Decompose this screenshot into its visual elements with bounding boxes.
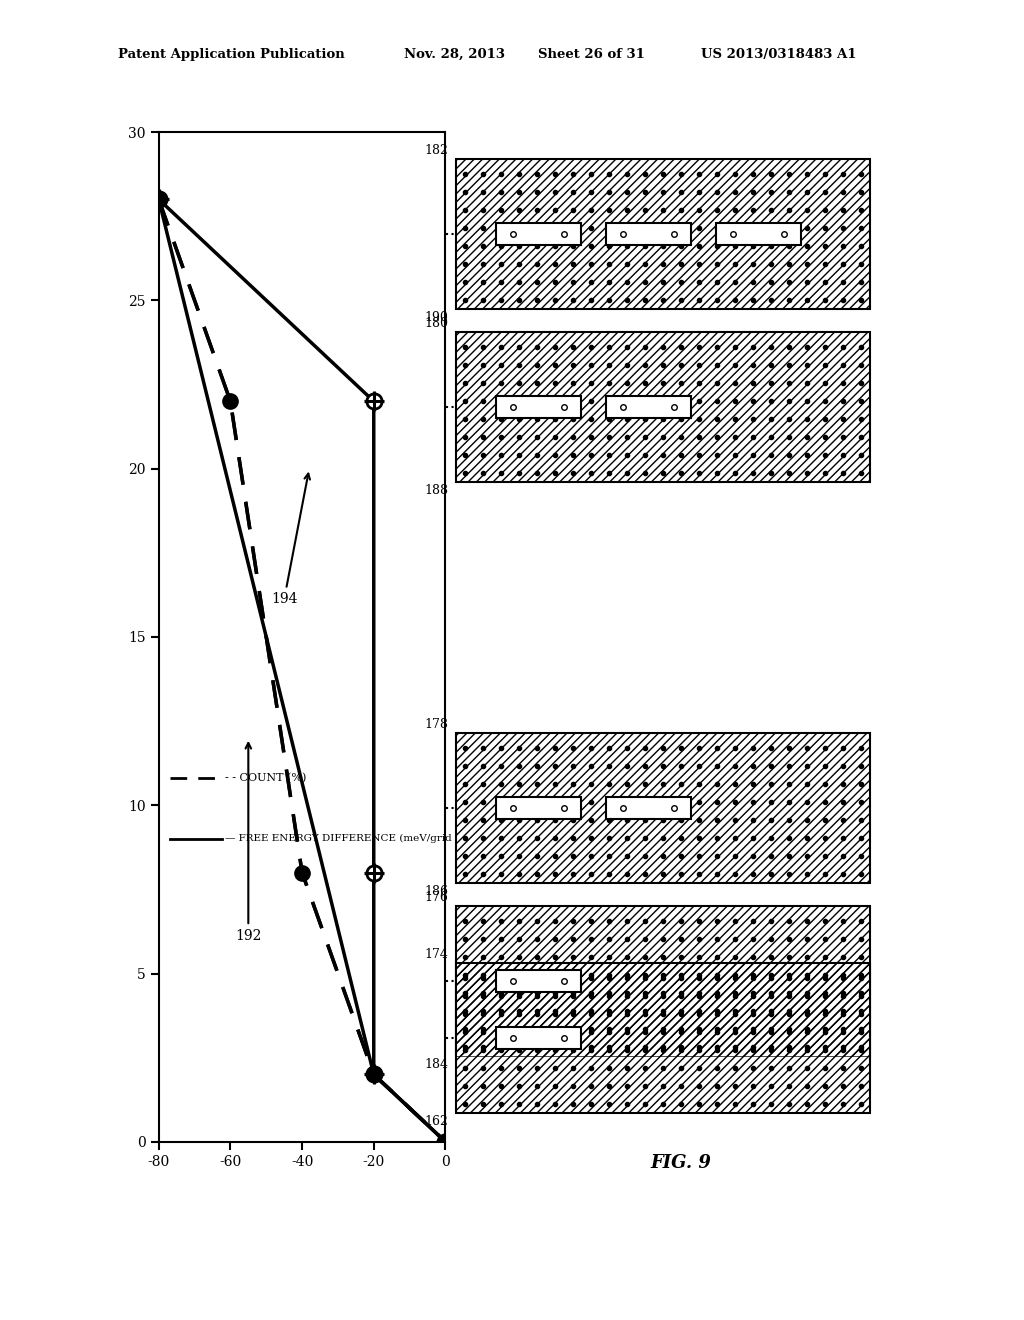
Bar	[496, 1027, 581, 1049]
Bar	[606, 396, 691, 417]
Bar	[496, 223, 581, 246]
Text: 182: 182	[424, 144, 449, 157]
Text: Patent Application Publication: Patent Application Publication	[118, 48, 344, 61]
Text: 186: 186	[424, 886, 449, 899]
Text: 180: 180	[424, 317, 449, 330]
Bar	[456, 906, 870, 1056]
Bar	[496, 797, 581, 820]
Text: 188: 188	[424, 483, 449, 496]
Text: — FREE ENERGY DIFFERENCE (meV/grid point): — FREE ENERGY DIFFERENCE (meV/grid point…	[225, 834, 486, 843]
Bar	[456, 964, 870, 1113]
Bar	[456, 160, 870, 309]
Bar	[456, 734, 870, 883]
Bar	[496, 970, 581, 991]
Bar	[716, 223, 801, 246]
Bar	[606, 223, 691, 246]
Bar	[456, 160, 870, 309]
Text: US 2013/0318483 A1: US 2013/0318483 A1	[701, 48, 857, 61]
Bar	[456, 331, 870, 482]
Text: 162: 162	[424, 1115, 449, 1129]
Text: 190: 190	[424, 312, 449, 325]
Text: Nov. 28, 2013: Nov. 28, 2013	[404, 48, 506, 61]
Text: - - COUNT (%): - - COUNT (%)	[225, 774, 307, 784]
Bar	[456, 331, 870, 482]
Bar	[606, 797, 691, 820]
Bar	[456, 964, 870, 1113]
Text: Sheet 26 of 31: Sheet 26 of 31	[538, 48, 644, 61]
Text: 178: 178	[424, 718, 449, 731]
Bar	[496, 396, 581, 417]
Bar	[456, 734, 870, 883]
Text: 184: 184	[424, 1057, 449, 1071]
Bar	[456, 906, 870, 1056]
Text: 176: 176	[424, 891, 449, 904]
Text: FIG. 9: FIG. 9	[650, 1154, 711, 1172]
Text: 192: 192	[236, 743, 261, 942]
Text: 174: 174	[424, 948, 449, 961]
Text: 194: 194	[271, 474, 310, 606]
